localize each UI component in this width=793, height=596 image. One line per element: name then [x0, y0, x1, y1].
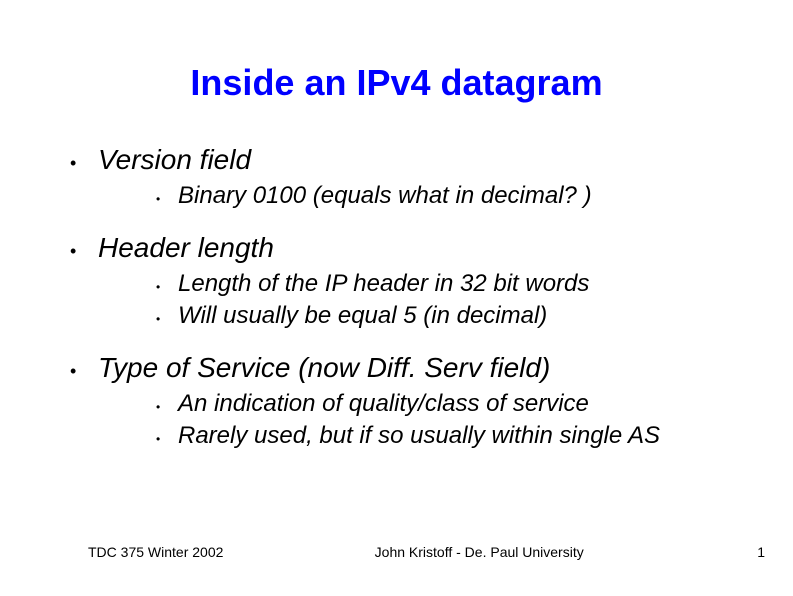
bullet-icon: • [156, 313, 178, 325]
main-bullet: • Header length [70, 232, 723, 264]
footer-page-number: 1 [725, 544, 765, 560]
sub-bullet: • Length of the IP header in 32 bit word… [156, 270, 723, 298]
bullet-icon: • [70, 154, 98, 172]
sub-list: • Binary 0100 (equals what in decimal? ) [156, 182, 723, 210]
bullet-icon: • [70, 242, 98, 260]
bullet-icon: • [70, 362, 98, 380]
main-bullet-text: Version field [98, 144, 251, 176]
footer-left: TDC 375 Winter 2002 [88, 544, 223, 560]
bullet-icon: • [156, 433, 178, 445]
sub-bullet-text: An indication of quality/class of servic… [178, 390, 589, 418]
bullet-icon: • [156, 401, 178, 413]
footer-center: John Kristoff - De. Paul University [223, 544, 725, 560]
main-bullet: • Type of Service (now Diff. Serv field) [70, 352, 723, 384]
bullet-icon: • [156, 281, 178, 293]
slide: Inside an IPv4 datagram • Version field … [0, 0, 793, 596]
sub-bullet-text: Rarely used, but if so usually within si… [178, 422, 660, 450]
sub-bullet-text: Binary 0100 (equals what in decimal? ) [178, 182, 592, 210]
slide-title: Inside an IPv4 datagram [70, 62, 723, 104]
slide-footer: TDC 375 Winter 2002 John Kristoff - De. … [0, 544, 793, 560]
main-bullet-text: Header length [98, 232, 274, 264]
sub-list: • An indication of quality/class of serv… [156, 390, 723, 450]
sub-bullet: • Will usually be equal 5 (in decimal) [156, 302, 723, 330]
sub-bullet: • An indication of quality/class of serv… [156, 390, 723, 418]
slide-body: • Version field • Binary 0100 (equals wh… [70, 144, 723, 450]
main-bullet-text: Type of Service (now Diff. Serv field) [98, 352, 550, 384]
sub-bullet-text: Length of the IP header in 32 bit words [178, 270, 589, 298]
main-bullet: • Version field [70, 144, 723, 176]
bullet-icon: • [156, 193, 178, 205]
sub-bullet: • Binary 0100 (equals what in decimal? ) [156, 182, 723, 210]
sub-list: • Length of the IP header in 32 bit word… [156, 270, 723, 330]
sub-bullet: • Rarely used, but if so usually within … [156, 422, 723, 450]
sub-bullet-text: Will usually be equal 5 (in decimal) [178, 302, 547, 330]
